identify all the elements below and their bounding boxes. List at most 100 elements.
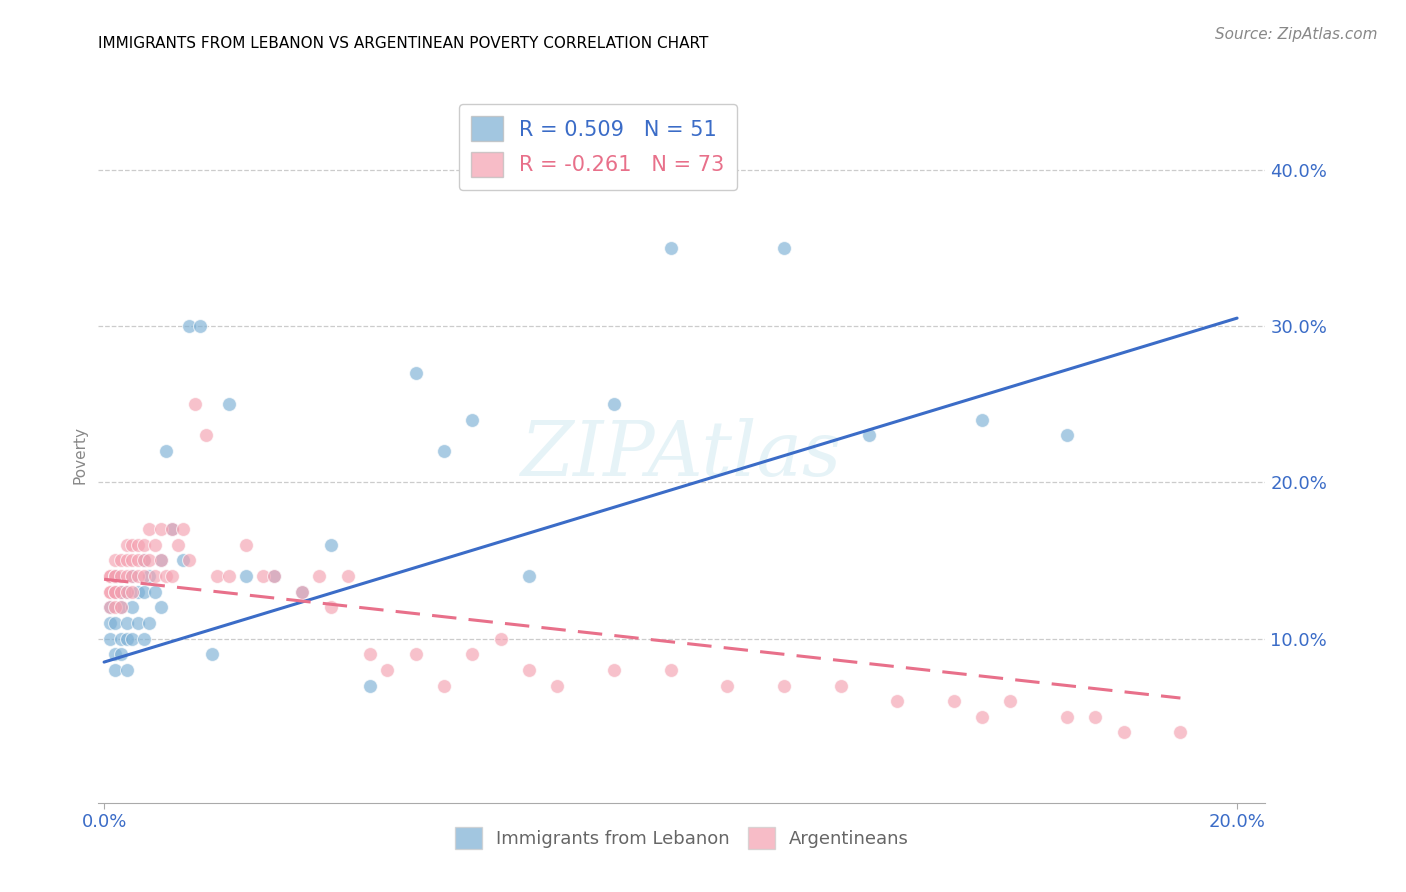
- Point: [207, 569, 229, 583]
- Point: [252, 569, 274, 583]
- Point: [132, 632, 155, 646]
- Point: [143, 569, 166, 583]
- Point: [132, 569, 155, 583]
- Point: [603, 663, 626, 677]
- Point: [489, 632, 512, 646]
- Point: [127, 553, 149, 567]
- Point: [104, 569, 127, 583]
- Point: [110, 600, 132, 615]
- Point: [773, 241, 796, 255]
- Point: [773, 679, 796, 693]
- Point: [517, 569, 540, 583]
- Point: [104, 615, 127, 630]
- Point: [405, 366, 427, 380]
- Point: [127, 569, 149, 583]
- Point: [121, 553, 143, 567]
- Point: [121, 632, 143, 646]
- Point: [143, 584, 166, 599]
- Point: [263, 569, 285, 583]
- Point: [1056, 428, 1078, 442]
- Point: [830, 679, 852, 693]
- Point: [110, 647, 132, 661]
- Point: [138, 522, 160, 536]
- Point: [121, 584, 143, 599]
- Point: [110, 584, 132, 599]
- Point: [104, 569, 127, 583]
- Legend: Immigrants from Lebanon, Argentineans: Immigrants from Lebanon, Argentineans: [447, 820, 917, 856]
- Point: [177, 553, 200, 567]
- Point: [319, 600, 342, 615]
- Point: [291, 584, 314, 599]
- Point: [336, 569, 359, 583]
- Point: [1084, 710, 1107, 724]
- Point: [110, 569, 132, 583]
- Point: [104, 663, 127, 677]
- Point: [160, 522, 183, 536]
- Point: [132, 538, 155, 552]
- Point: [149, 553, 172, 567]
- Point: [104, 569, 127, 583]
- Point: [1170, 725, 1192, 739]
- Point: [121, 538, 143, 552]
- Point: [115, 584, 138, 599]
- Point: [218, 569, 240, 583]
- Point: [517, 663, 540, 677]
- Point: [149, 600, 172, 615]
- Point: [98, 600, 121, 615]
- Point: [98, 632, 121, 646]
- Point: [104, 647, 127, 661]
- Point: [716, 679, 738, 693]
- Point: [104, 584, 127, 599]
- Point: [115, 632, 138, 646]
- Point: [138, 553, 160, 567]
- Point: [190, 318, 212, 333]
- Point: [201, 647, 224, 661]
- Point: [110, 553, 132, 567]
- Point: [98, 584, 121, 599]
- Point: [127, 538, 149, 552]
- Point: [98, 600, 121, 615]
- Point: [172, 553, 194, 567]
- Point: [433, 679, 456, 693]
- Point: [1056, 710, 1078, 724]
- Point: [115, 553, 138, 567]
- Point: [160, 569, 183, 583]
- Text: ZIPAtlas: ZIPAtlas: [522, 418, 842, 491]
- Point: [98, 615, 121, 630]
- Point: [359, 679, 381, 693]
- Point: [98, 569, 121, 583]
- Point: [127, 615, 149, 630]
- Point: [110, 600, 132, 615]
- Point: [359, 647, 381, 661]
- Point: [166, 538, 188, 552]
- Point: [127, 584, 149, 599]
- Point: [104, 600, 127, 615]
- Point: [972, 413, 994, 427]
- Point: [461, 647, 484, 661]
- Point: [110, 584, 132, 599]
- Point: [149, 522, 172, 536]
- Point: [1112, 725, 1135, 739]
- Point: [858, 428, 880, 442]
- Point: [132, 584, 155, 599]
- Point: [155, 444, 177, 458]
- Point: [138, 615, 160, 630]
- Point: [886, 694, 908, 708]
- Point: [155, 569, 177, 583]
- Point: [115, 663, 138, 677]
- Point: [104, 584, 127, 599]
- Point: [98, 584, 121, 599]
- Point: [195, 428, 218, 442]
- Text: IMMIGRANTS FROM LEBANON VS ARGENTINEAN POVERTY CORRELATION CHART: IMMIGRANTS FROM LEBANON VS ARGENTINEAN P…: [98, 36, 709, 51]
- Point: [218, 397, 240, 411]
- Point: [115, 615, 138, 630]
- Point: [132, 553, 155, 567]
- Point: [375, 663, 398, 677]
- Point: [263, 569, 285, 583]
- Point: [659, 241, 682, 255]
- Point: [183, 397, 205, 411]
- Point: [308, 569, 330, 583]
- Point: [177, 318, 200, 333]
- Point: [942, 694, 965, 708]
- Point: [972, 710, 994, 724]
